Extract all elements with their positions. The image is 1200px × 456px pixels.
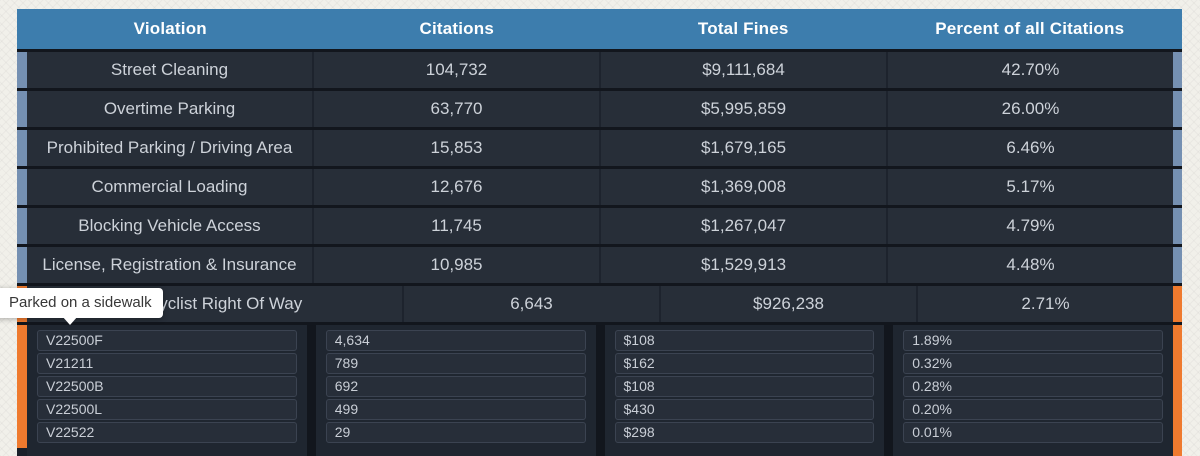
table-row[interactable]: Commercial Loading 12,676 $1,369,008 5.17% [17,169,1182,205]
tooltip-text: Parked on a sidewalk [9,294,152,311]
row-accent-left [17,130,27,166]
table-row[interactable]: Prohibited Parking / Driving Area 15,853 $… [17,130,1182,166]
cell-violation: Street Cleaning [27,52,312,88]
column-header-citations[interactable]: Citations [419,19,495,38]
row-accent-right [1173,52,1182,88]
cell-citations: 11,745 [312,208,599,244]
subrow-cell-percent[interactable]: 0.32% [903,353,1163,374]
subrow-cell-fine[interactable]: $108 [614,330,875,351]
row-accent-left [17,169,27,205]
row-accent-right [1173,169,1182,205]
subrow-cell-citations[interactable]: 29 [325,422,586,443]
cell-citations: 12,676 [312,169,599,205]
subrow-cell-code[interactable]: V21211 [37,353,297,374]
table-row[interactable]: Street Cleaning 104,732 $9,111,684 42.70% [17,52,1182,88]
subrow-cell-fine[interactable]: $162 [614,353,875,374]
row-accent-right [1173,91,1182,127]
subrow-cell-percent[interactable]: 0.01% [903,422,1163,443]
column-header-total-fines[interactable]: Total Fines [697,19,789,38]
cell-total-fines: $1,267,047 [599,208,886,244]
subrow-cell-code[interactable]: V22500F [37,330,297,351]
row-accent-left [17,52,27,88]
subrow-cell-code[interactable]: V22500B [37,376,297,397]
row-accent-right [1173,286,1182,322]
cell-percent: 6.46% [886,130,1173,166]
cell-total-fines: $1,529,913 [599,247,886,283]
subrow-cell-percent[interactable]: 0.20% [903,399,1163,420]
table-row[interactable]: Cyclist Right Of Way 6,643 $926,238 2.71% [17,286,1182,322]
table-header-row: Violation Citations Total Fines Percent … [17,9,1182,49]
row-accent-right [1173,247,1182,283]
subrow-cell-citations[interactable]: 499 [325,399,586,420]
subrow-panel-percent: 1.89% 0.32% 0.28% 0.20% 0.01% [893,325,1173,456]
cell-total-fines: $926,238 [659,286,916,322]
subrow-cell-percent[interactable]: 0.28% [903,376,1163,397]
cell-percent: 42.70% [886,52,1173,88]
cell-percent: 5.17% [886,169,1173,205]
table-row[interactable]: License, Registration & Insurance 10,985 $… [17,247,1182,283]
subrow-cell-percent[interactable]: 1.89% [903,330,1163,351]
column-header-violation[interactable]: Violation [133,19,207,38]
subrow-cell-fine[interactable]: $430 [614,399,875,420]
subrow-cell-code[interactable]: V22500L [37,399,297,420]
expanded-accent-right [1173,325,1182,456]
cell-citations: 10,985 [312,247,599,283]
subrow-cell-fine[interactable]: $108 [614,376,875,397]
cell-percent: 2.71% [916,286,1173,322]
expanded-accent-left [17,325,27,456]
subrow-cell-citations[interactable]: 4,634 [325,330,586,351]
cell-violation: Commercial Loading [27,169,312,205]
subrow-cell-citations[interactable]: 692 [325,376,586,397]
subrow-cell-citations[interactable]: 789 [325,353,586,374]
cell-citations: 63,770 [312,91,599,127]
violations-table: Violation Citations Total Fines Percent … [17,9,1182,456]
expanded-subrows-section: V22500F V21211 V22500B V22500L V22522 4,634 78… [17,325,1182,456]
table-body: Street Cleaning 104,732 $9,111,684 42.70% Ov… [17,52,1182,322]
subrow-panel-code: V22500F V21211 V22500B V22500L V22522 [27,325,307,456]
tooltip-caret [62,316,78,325]
cell-percent: 4.48% [886,247,1173,283]
table-row[interactable]: Overtime Parking 63,770 $5,995,859 26.00% [17,91,1182,127]
table-row[interactable]: Blocking Vehicle Access 11,745 $1,267,047 4… [17,208,1182,244]
subrow-panel-citations: 4,634 789 692 499 29 [315,325,596,456]
subrow-cell-code[interactable]: V22522 [37,422,297,443]
cell-citations: 15,853 [312,130,599,166]
expanded-panels: V22500F V21211 V22500B V22500L V22522 4,634 78… [27,325,1173,456]
cell-percent: 26.00% [886,91,1173,127]
row-accent-right [1173,130,1182,166]
cell-percent: 4.79% [886,208,1173,244]
subrow-cell-fine[interactable]: $298 [614,422,875,443]
row-accent-left [17,91,27,127]
tooltip: Parked on a sidewalk [0,288,163,318]
cell-violation: Overtime Parking [27,91,312,127]
cell-total-fines: $1,679,165 [599,130,886,166]
cell-violation: Prohibited Parking / Driving Area [27,130,312,166]
row-accent-right [1173,208,1182,244]
cell-citations: 6,643 [402,286,659,322]
cell-citations: 104,732 [312,52,599,88]
column-header-percent-of-all-citations[interactable]: Percent of all Citations [935,19,1125,38]
row-accent-left [17,247,27,283]
row-accent-left [17,208,27,244]
subrow-panel-fine: $108 $162 $108 $430 $298 [604,325,885,456]
cell-violation: Blocking Vehicle Access [27,208,312,244]
cell-total-fines: $9,111,684 [599,52,886,88]
cell-total-fines: $1,369,008 [599,169,886,205]
cell-violation: License, Registration & Insurance [27,247,312,283]
cell-total-fines: $5,995,859 [599,91,886,127]
